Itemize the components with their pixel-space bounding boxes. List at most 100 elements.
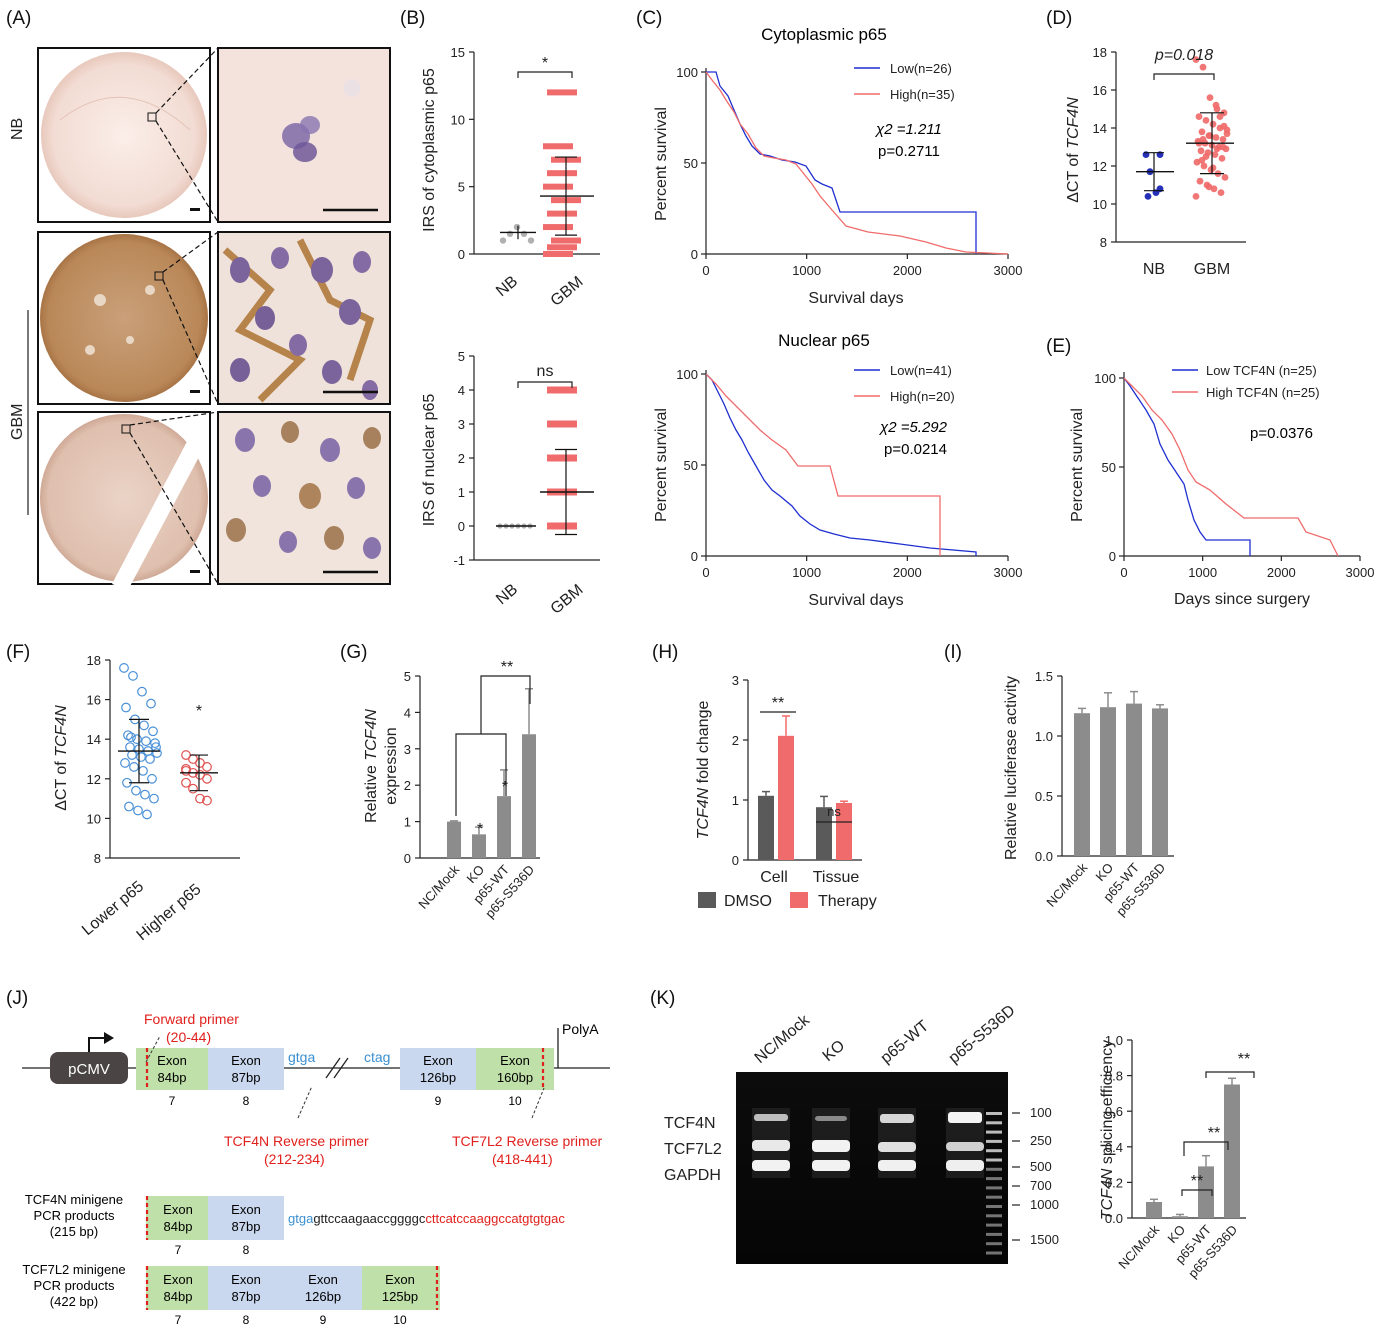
gbm-point [1205,183,1213,191]
e-ylabel: Percent survival [1069,408,1086,522]
y-tick-label: 2 [732,733,739,748]
panel-a: (A) NB GBM [6,8,391,590]
lower-p65-point [125,742,135,753]
gbm-point [1221,174,1229,181]
bar-dmso [816,807,832,860]
gbm-point [1213,145,1221,153]
gbm-point [547,210,577,217]
panel-k: (K) NC/Mock KO p65-WT p65-S536D TCF4N TC… [650,988,1255,1281]
c2-chi: χ2 =5.292 [878,419,948,436]
prod2-exon-7 [146,1266,208,1310]
y-tick-label: -1 [453,553,465,568]
x-label: NC/Mock [415,862,462,912]
f-points [118,663,218,820]
y-tick-label: 0 [732,853,739,868]
forward-primer-pos: (20-44) [166,1029,211,1045]
bar [522,734,536,858]
svg-text:Exon: Exon [385,1272,415,1287]
bar [497,796,511,858]
lower-p65-point [136,752,146,762]
svg-text:160bp: 160bp [497,1070,533,1085]
bar [1172,1216,1188,1218]
nb-point [520,230,528,237]
prod2-exon-8 [208,1266,284,1310]
h-sig-tissue: ns [827,804,841,819]
lower-p65-point [128,670,138,681]
gbm-point [543,251,573,257]
h-ylabel: TCF4N fold change [695,701,712,840]
lower-p65-point [124,801,134,812]
gbm-point [1198,128,1206,136]
polya-label: PolyA [562,1021,599,1037]
gbm-point [1217,189,1225,197]
ladder-label: 500 [1030,1159,1052,1174]
c2-p: p=0.0214 [884,441,947,458]
lower-p65-point [150,738,160,749]
y-tick-label: 5 [404,669,411,684]
band-label-gapdh: GAPDH [664,1167,721,1184]
lower-p65-point [139,720,149,731]
y-tick-label: 0 [458,247,465,262]
b1-ylabel: IRS of cytoplasmic p65 [421,68,438,232]
ladder-band [986,1242,1002,1246]
svg-text:7: 7 [175,1243,182,1257]
lower-p65-point [140,789,150,800]
c1-ylabel: Percent survival [653,107,670,221]
y-tick-label: 8 [94,851,101,866]
y-tick-label: 10 [1093,197,1107,212]
svg-text:Exon: Exon [231,1272,261,1287]
b1-xlabel-gbm: GBM [548,273,587,309]
d-points [1136,56,1234,200]
lower-p65-point [148,726,158,737]
g-sig-wt: * [502,779,508,796]
y-tick-label: 12 [1093,159,1107,174]
lane-label-p65wt: p65-WT [878,1017,933,1067]
gbm-point [1211,151,1219,159]
lower-p65-point [132,734,142,745]
x-tick-label: 3000 [994,263,1023,278]
intron-right: ctag [364,1049,390,1065]
x-tick-label: 0 [702,263,709,278]
band-label-tcf4n: TCF4N [664,1115,716,1132]
y-tick-label: 4 [458,383,465,398]
gbm-point [1209,120,1217,128]
c2-ylabel: Percent survival [653,408,670,522]
gbm-point [543,183,573,190]
y-tick-label: 1.0 [1105,1033,1123,1048]
tcf7l2-reverse-pos: (418-441) [492,1151,553,1167]
gbm-point [547,89,577,96]
x-label: NC/Mock [1115,1222,1162,1272]
prod1-exon-7 [146,1196,208,1240]
h-xlabel-tissue: Tissue [813,869,860,886]
c2-title: Nuclear p65 [778,331,870,350]
lower-p65-point [146,698,156,709]
higher-p65-point [188,783,198,794]
gbm-point [547,522,577,530]
lower-p65-point [145,754,155,764]
y-tick-label: 100 [676,367,698,382]
gbm-point [547,386,577,394]
x-tick-label: 3000 [1346,565,1375,580]
ladder-band [986,1186,1002,1190]
y-tick-label: 0.5 [1035,789,1053,804]
e-xlabel: Days since surgery [1174,591,1310,608]
gbm-point [1218,155,1226,162]
ladder-label: 250 [1030,1133,1052,1148]
f-sig: * [196,703,202,720]
nb-point [513,223,521,231]
c1-p: p=0.2711 [878,143,940,160]
ladder-band [986,1167,1002,1171]
tcf7l2-reverse-label: TCF7L2 Reverse primer [452,1133,602,1149]
svg-text:PCR products: PCR products [34,1208,115,1223]
c2-legend-low: Low(n=41) [890,363,952,378]
gbm-point [1216,113,1224,120]
tcf4n-reverse-label: TCF4N Reverse primer [224,1133,369,1149]
b2-xlabel-nb: NB [493,581,521,608]
panel-letter-b: (B) [400,8,425,29]
svg-text:Exon: Exon [423,1053,453,1068]
y-tick-label: 14 [87,732,101,747]
exon-10 [476,1048,554,1090]
panel-c: (C) Cytoplasmic p65 Percent survival 0 10… [636,8,1022,609]
